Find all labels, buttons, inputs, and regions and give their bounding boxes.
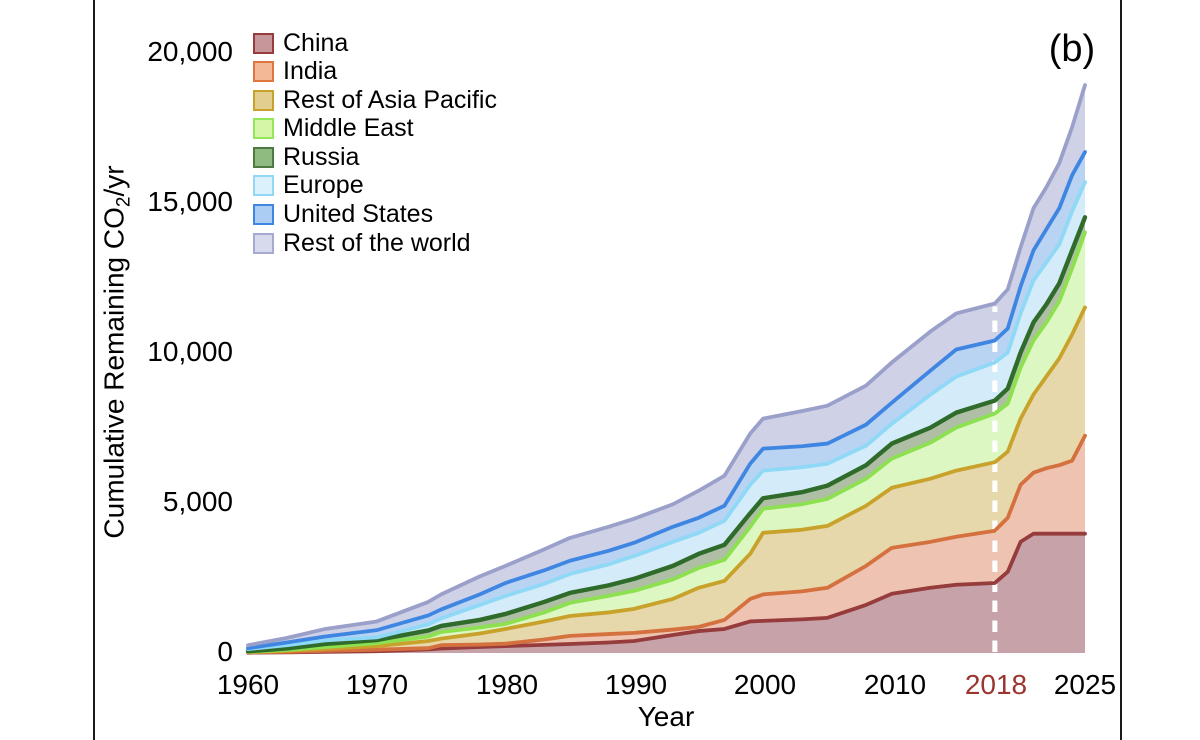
area-europe <box>248 182 1085 652</box>
y-tick-10000: 10,000 <box>147 336 233 367</box>
legend-item-india: India <box>253 57 497 85</box>
y-tick-5000: 5,000 <box>162 486 233 517</box>
x-tick-1970: 1970 <box>345 669 409 700</box>
legend-item-rest-of-the-world: Rest of the world <box>253 229 497 257</box>
boundary-line-united-states <box>246 150 1087 651</box>
legend-label-russia: Russia <box>283 142 360 171</box>
chart-legend: China India Rest of Asia Pacific Middle … <box>253 29 497 257</box>
area-india <box>248 435 1085 653</box>
x-tick-2010: 2010 <box>863 669 927 700</box>
legend-swatch-rest-of-the-world <box>253 232 274 254</box>
area-china <box>248 533 1085 653</box>
x-tick-1990: 1990 <box>604 669 668 700</box>
x-tick-2000: 2000 <box>733 669 797 700</box>
figure-border <box>93 0 1122 740</box>
boundary-line-rest-of-asia-pacific <box>246 305 1087 654</box>
boundary-line-china <box>246 531 1087 655</box>
panel-label: (b) <box>1048 28 1096 70</box>
legend-label-rest-of-asia-pacific: Rest of Asia Pacific <box>283 85 497 114</box>
y-tick-0: 0 <box>217 636 233 667</box>
x-axis-label: Year <box>637 701 695 732</box>
legend-swatch-rest-of-asia-pacific <box>253 89 274 111</box>
legend-label-united-states: United States <box>283 200 434 229</box>
boundary-line-india <box>246 433 1087 655</box>
legend-item-rest-of-asia-pacific: Rest of Asia Pacific <box>253 86 497 114</box>
boundary-line-middle-east <box>246 230 1087 654</box>
legend-swatch-middle-east <box>253 118 274 140</box>
legend-label-rest-of-the-world: Rest of the world <box>283 228 471 257</box>
y-tick-15000: 15,000 <box>147 186 233 217</box>
legend-label-china: China <box>283 28 349 57</box>
legend-swatch-china <box>253 32 274 54</box>
area-rest-of-the-world <box>248 85 1085 649</box>
legend-label-europe: Europe <box>283 171 364 200</box>
legend-item-china: China <box>253 29 497 57</box>
legend-label-middle-east: Middle East <box>283 114 414 143</box>
legend-item-united-states: United States <box>253 200 497 228</box>
legend-swatch-india <box>253 61 274 83</box>
legend-swatch-united-states <box>253 204 274 226</box>
boundary-line-russia <box>245 215 1088 654</box>
x-tick-2025: 2025 <box>1053 669 1117 700</box>
x-tick-2018: 2018 <box>964 669 1028 700</box>
legend-item-middle-east: Middle East <box>253 114 497 142</box>
boundary-line-europe <box>246 180 1087 651</box>
legend-swatch-europe <box>253 175 274 197</box>
legend-item-europe: Europe <box>253 171 497 199</box>
legend-item-russia: Russia <box>253 143 497 171</box>
y-tick-20000: 20,000 <box>147 36 233 67</box>
x-tick-1980: 1980 <box>475 669 539 700</box>
legend-swatch-russia <box>253 146 274 168</box>
area-united-states <box>248 152 1085 650</box>
x-tick-1960: 1960 <box>216 669 280 700</box>
legend-label-india: India <box>283 57 338 86</box>
boundary-line-rest-of-the-world <box>246 83 1087 648</box>
